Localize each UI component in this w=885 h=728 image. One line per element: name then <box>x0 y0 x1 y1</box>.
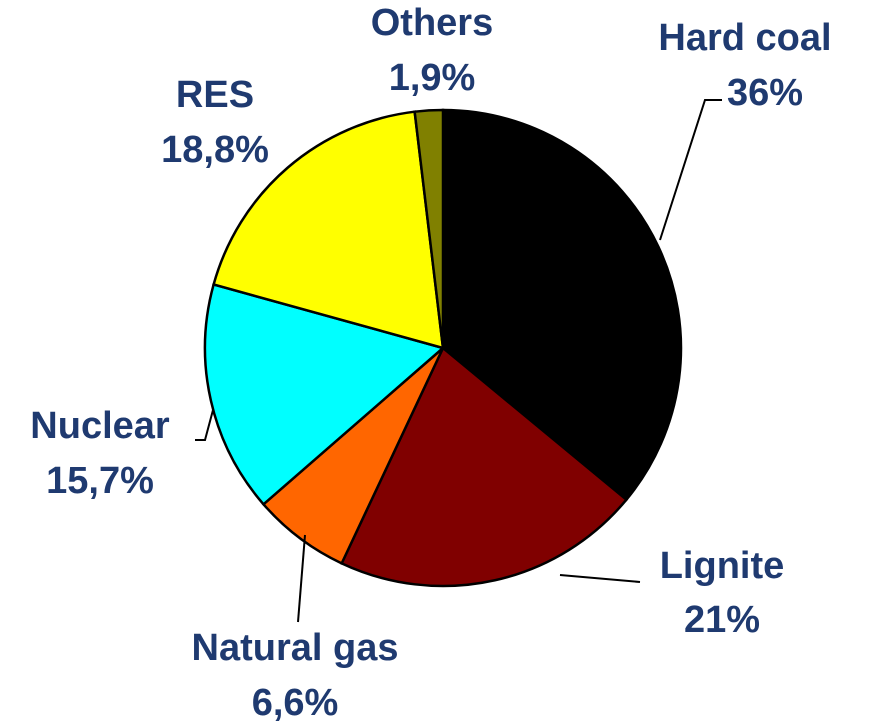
pie-slice <box>340 346 629 588</box>
slice-value-label: 21% <box>684 599 760 641</box>
slice-value-label: 1,9% <box>389 57 476 99</box>
leader-line <box>559 574 641 583</box>
leader-line <box>297 534 306 623</box>
slice-label: Hard coal <box>658 17 831 59</box>
slice-value-label: 15,7% <box>46 460 154 502</box>
slice-label: Natural gas <box>192 627 399 669</box>
slice-value-label: 6,6% <box>252 682 339 724</box>
slice-label: Others <box>371 2 493 44</box>
pie-slice <box>441 108 683 502</box>
leader-line <box>195 409 214 441</box>
slice-value-label: 18,8% <box>161 129 269 171</box>
pie-slice <box>413 108 445 349</box>
leader-line <box>659 99 722 241</box>
slice-label: RES <box>176 74 254 116</box>
pie-slice <box>212 110 445 350</box>
pie-slice <box>203 282 446 507</box>
slice-label: Lignite <box>660 545 785 587</box>
slice-label: Nuclear <box>30 405 170 447</box>
slice-value-label: 36% <box>727 72 803 114</box>
